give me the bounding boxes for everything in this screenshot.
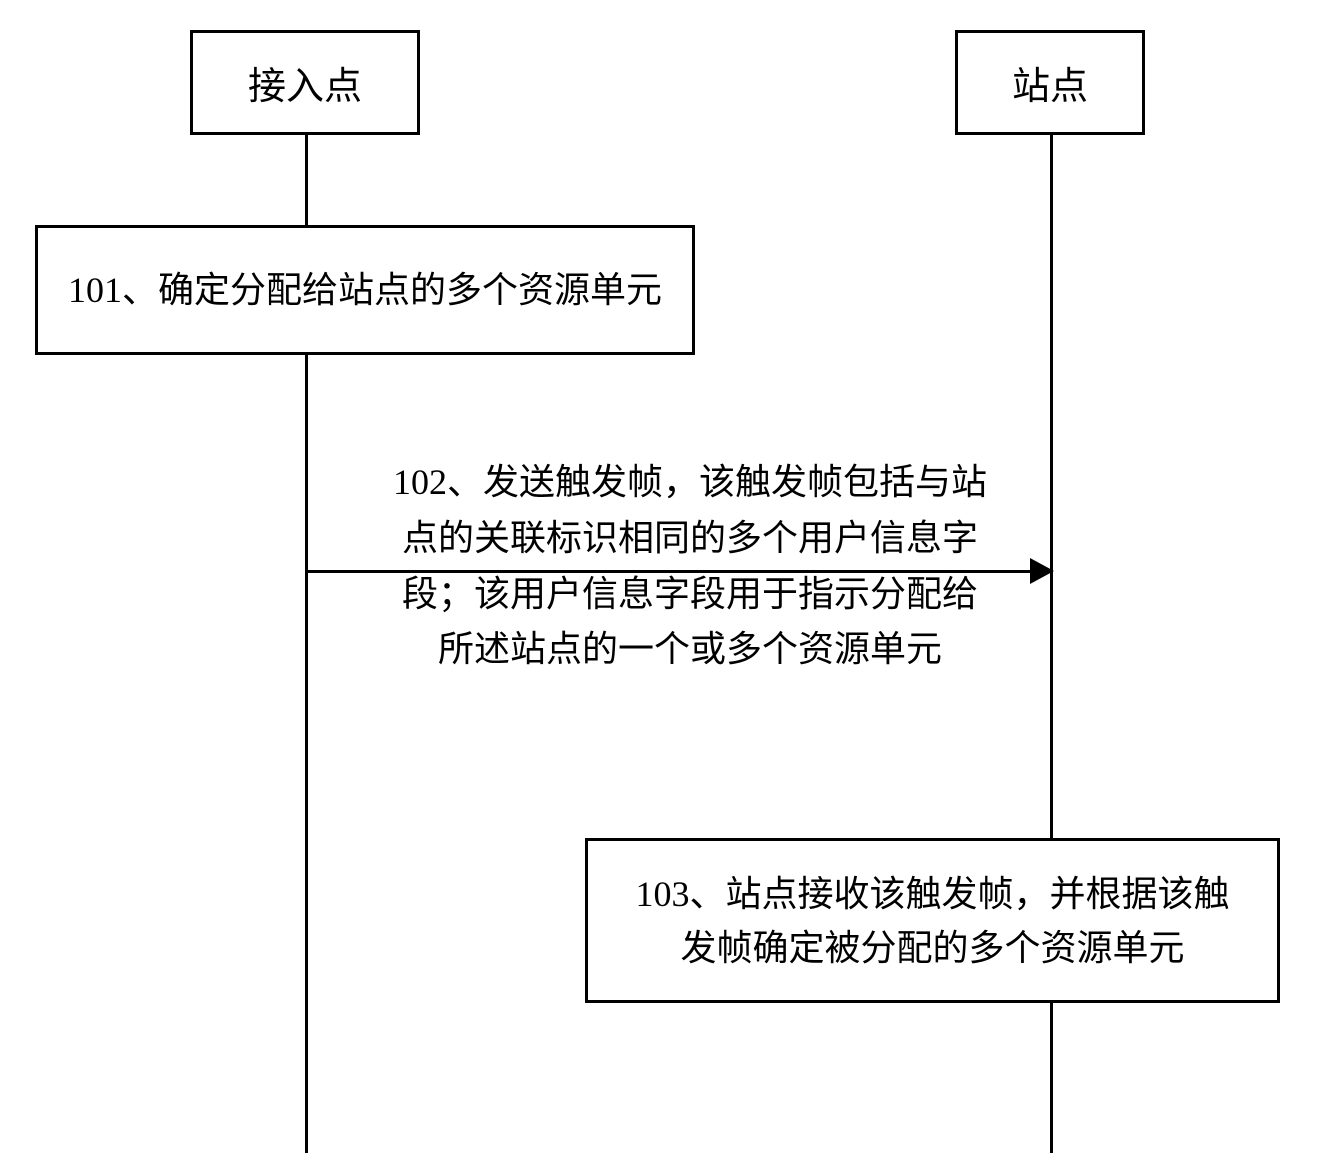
sequence-diagram: 接入点 站点 101、确定分配给站点的多个资源单元 102、发送触发帧，该触发帧… (0, 0, 1329, 1176)
message-102-arrow-head (1030, 558, 1054, 584)
step-103-text: 103、站点接收该触发帧，并根据该触发帧确定被分配的多个资源单元 (618, 867, 1247, 975)
message-102-line-3: 所述站点的一个或多个资源单元 (370, 622, 1010, 678)
message-102-line-2: 段；该用户信息字段用于指示分配给 (370, 567, 1010, 623)
message-102-line-1: 点的关联标识相同的多个用户信息字 (370, 511, 1010, 567)
actor-station-label: 站点 (1012, 55, 1088, 110)
message-102-label: 102、发送触发帧，该触发帧包括与站 点的关联标识相同的多个用户信息字 段；该用… (370, 455, 1010, 678)
actor-station: 站点 (955, 30, 1145, 135)
step-103-box: 103、站点接收该触发帧，并根据该触发帧确定被分配的多个资源单元 (585, 838, 1280, 1003)
actor-access-point: 接入点 (190, 30, 420, 135)
step-101-text: 101、确定分配给站点的多个资源单元 (68, 263, 662, 317)
actor-access-point-label: 接入点 (248, 55, 362, 110)
message-102-arrow-line (308, 570, 1030, 573)
message-102-line-0: 102、发送触发帧，该触发帧包括与站 (370, 455, 1010, 511)
step-101-box: 101、确定分配给站点的多个资源单元 (35, 225, 695, 355)
